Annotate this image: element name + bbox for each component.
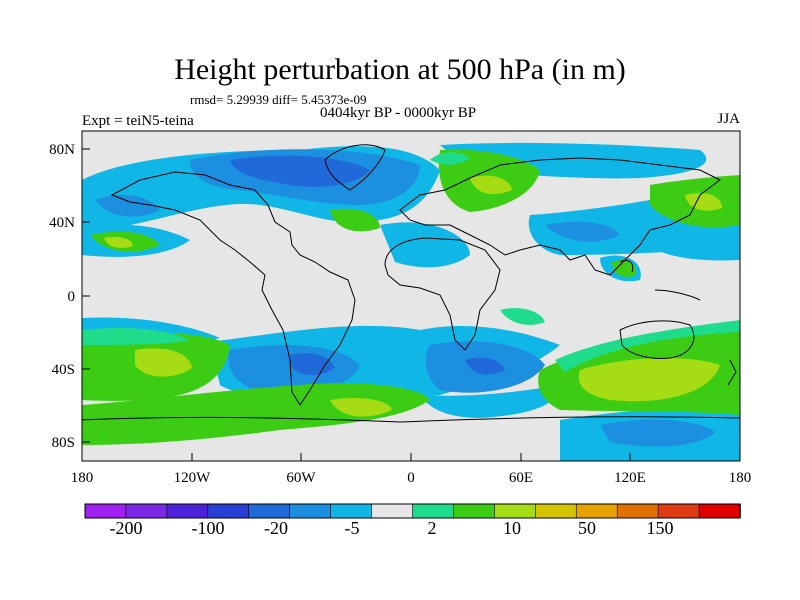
colorbar-swatch (248, 503, 291, 519)
colorbar-label: -100 (192, 518, 225, 538)
colorbar-swatches (84, 503, 741, 519)
lon-label: 180 (729, 470, 752, 486)
season-label: JJA (717, 111, 740, 127)
map-title: Height perturbation at 500 hPa (in m) (174, 53, 626, 86)
colorbar-swatch (575, 503, 618, 519)
colorbar-swatch (657, 503, 700, 519)
colorbar-swatch (616, 503, 659, 519)
lon-label: 60W (286, 470, 316, 486)
lat-label: 40N (49, 215, 75, 231)
colorbar: -200 -100 -20 -5 2 10 50 150 (84, 503, 741, 538)
time-period: 0404kyr BP - 0000kyr BP (320, 105, 477, 121)
colorbar-swatch (412, 503, 455, 519)
lat-label: 0 (68, 289, 76, 305)
colorbar-swatch (207, 503, 250, 519)
colorbar-label: 10 (503, 518, 521, 538)
lat-label: 80S (52, 435, 75, 451)
colorbar-label: 50 (578, 518, 596, 538)
colorbar-label: -5 (345, 518, 360, 538)
colorbar-label: -20 (264, 518, 288, 538)
longitude-axis: 180 120W 60W 0 60E 120E 180 (71, 453, 752, 486)
lon-label: 180 (71, 470, 94, 486)
colorbar-swatch (494, 503, 537, 519)
colorbar-swatch (289, 503, 332, 519)
colorbar-label: -200 (110, 518, 143, 538)
rmsd-diff-stats: rmsd= 5.29939 diff= 5.45373e-09 (190, 92, 367, 107)
colorbar-label: 2 (428, 518, 437, 538)
colorbar-swatch (84, 503, 127, 519)
colorbar-swatch (125, 503, 168, 519)
lon-label: 120W (174, 470, 212, 486)
colorbar-swatch (698, 503, 741, 519)
colorbar-swatch (330, 503, 373, 519)
latitude-axis: 80N 40N 0 40S 80S (49, 142, 90, 451)
colorbar-swatch (535, 503, 578, 519)
lon-label: 120E (614, 470, 646, 486)
colorbar-swatch (166, 503, 209, 519)
colorbar-swatch (453, 503, 496, 519)
lat-label: 40S (52, 362, 75, 378)
colorbar-swatch (371, 503, 414, 519)
experiment-label: Expt = teiN5-teina (82, 113, 194, 129)
lon-label: 60E (509, 470, 533, 486)
colorbar-label: 150 (647, 518, 674, 538)
colorbar-frame (84, 503, 741, 519)
contour-field (82, 131, 740, 461)
lon-label: 0 (407, 470, 415, 486)
lat-label: 80N (49, 142, 75, 158)
